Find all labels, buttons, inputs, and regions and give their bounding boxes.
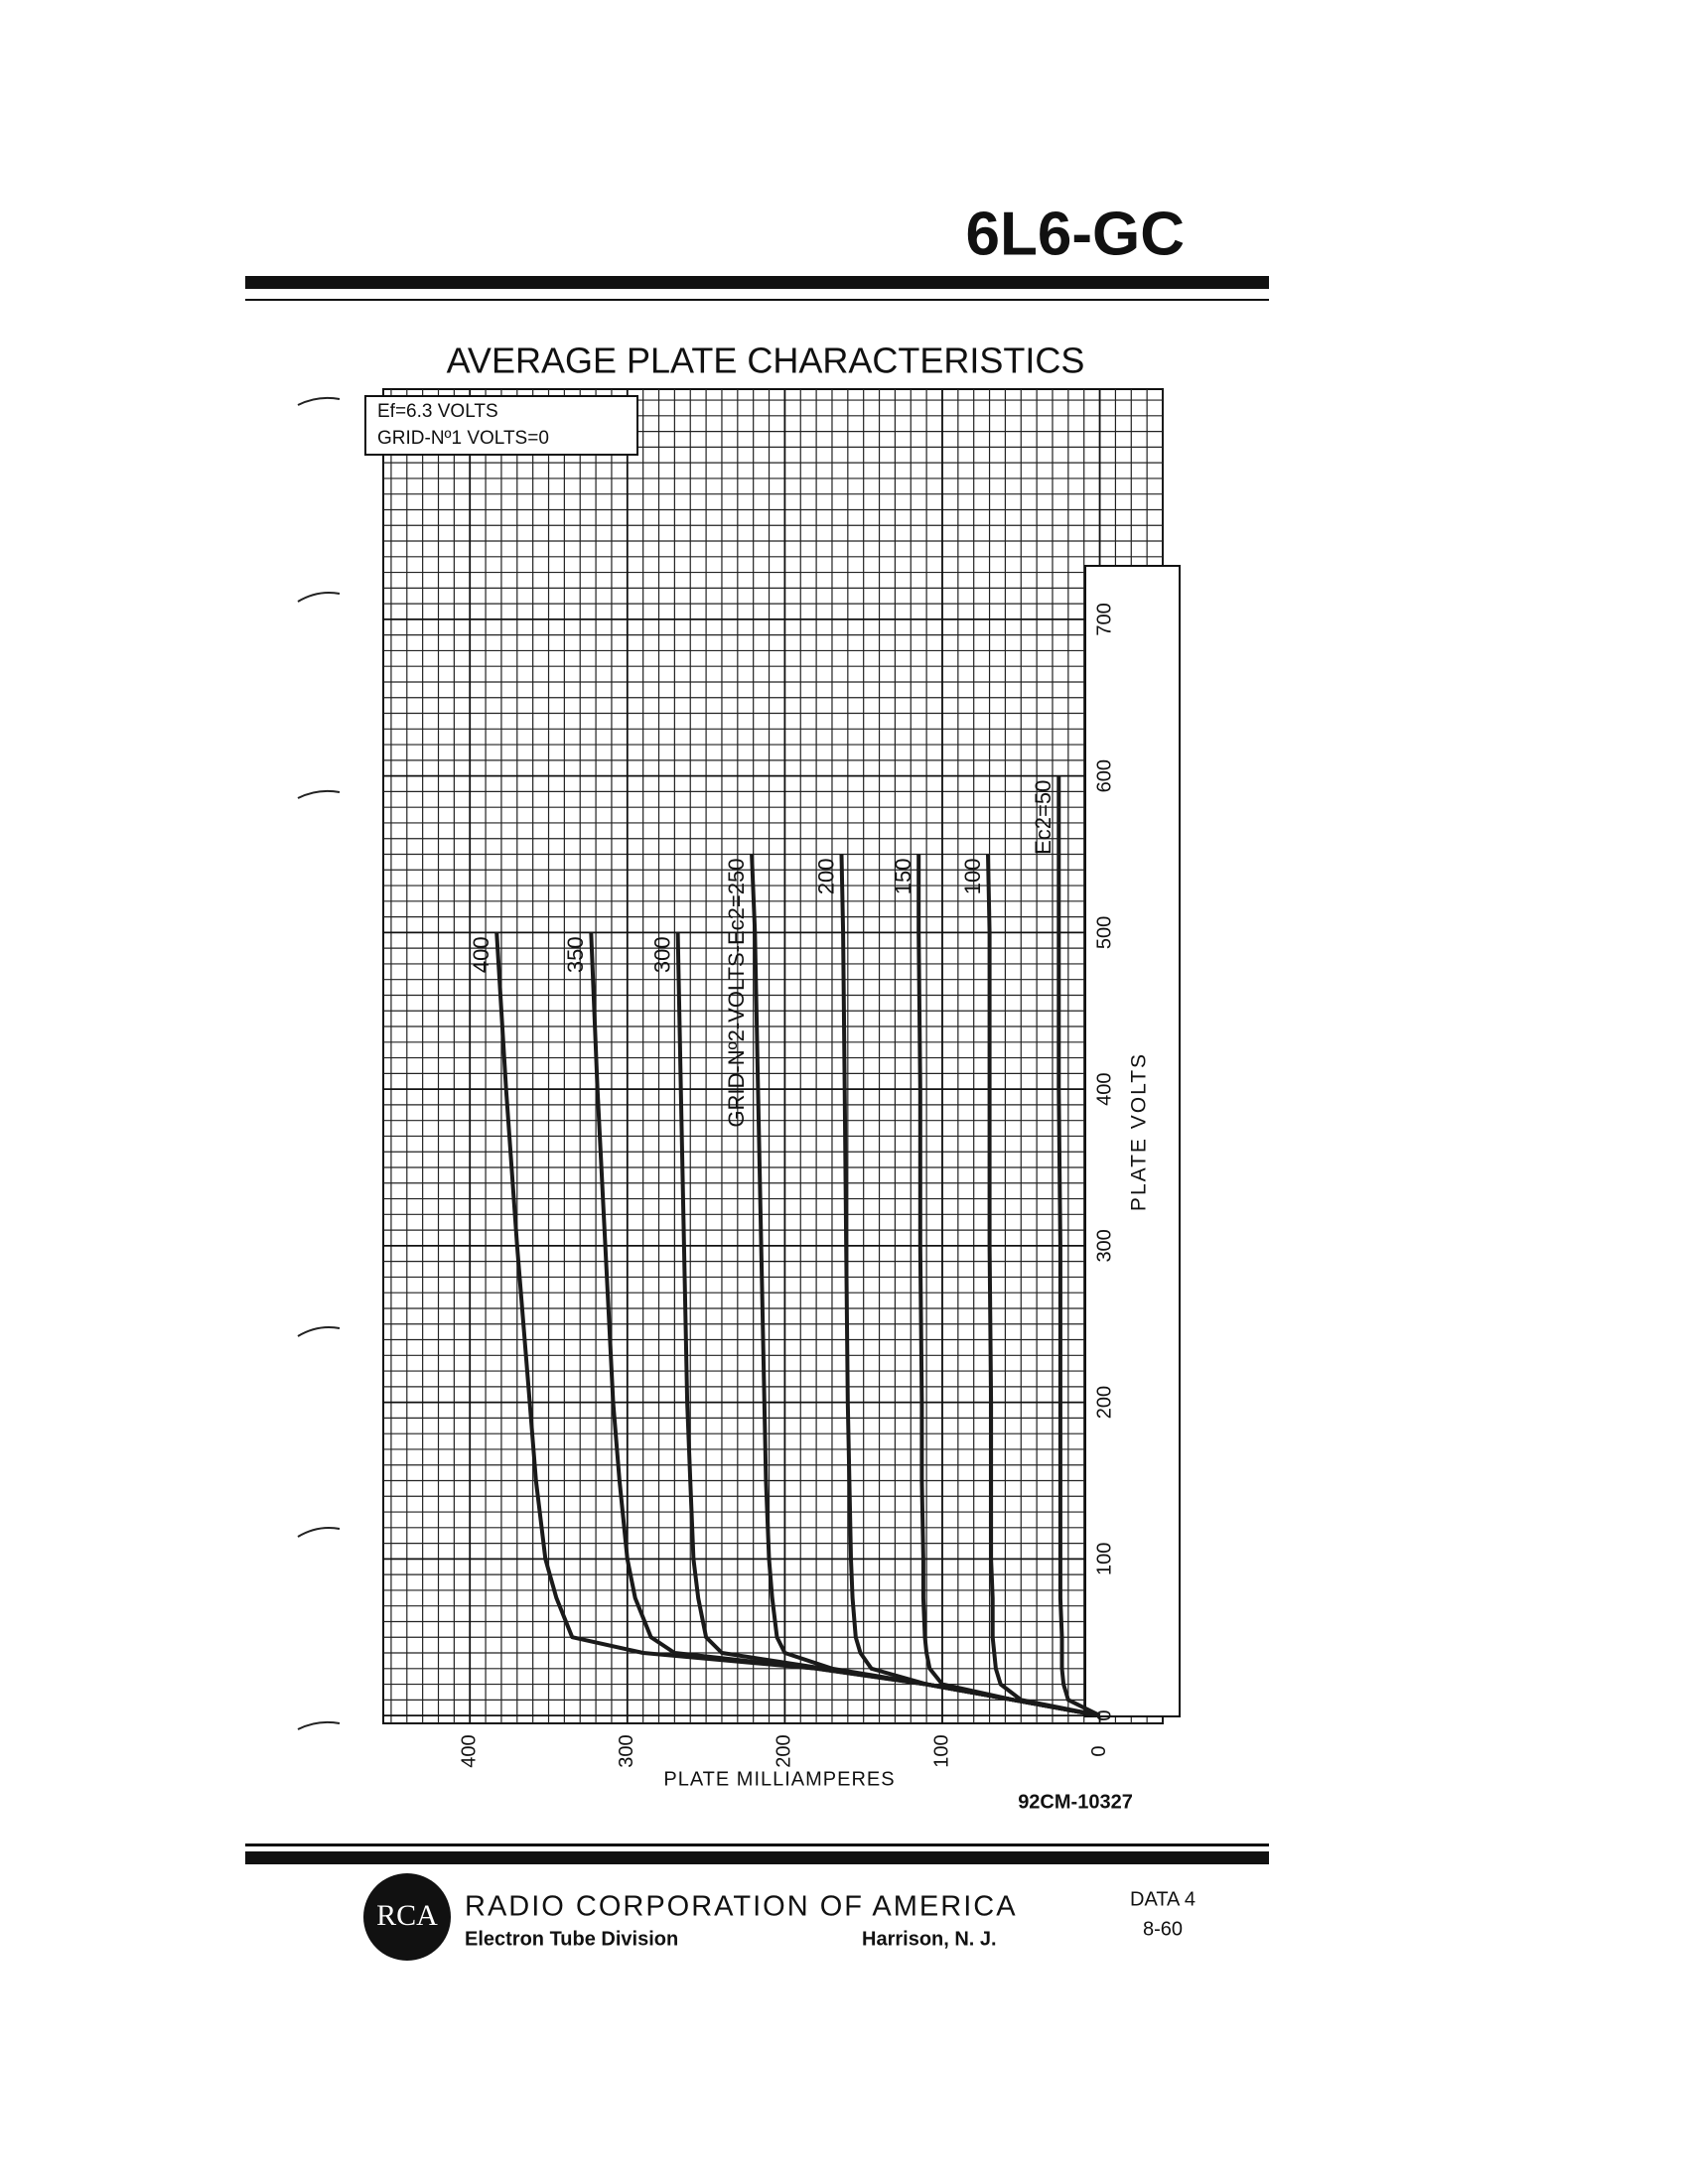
footer-thin-rule — [245, 1843, 1269, 1846]
x-tick-label: 0 — [1093, 1710, 1115, 1721]
curve — [839, 854, 1100, 1718]
division: Electron Tube Division — [465, 1928, 678, 1950]
series-label: 300 — [649, 936, 674, 973]
series-label: 100 — [960, 859, 985, 895]
binder-mark — [297, 1720, 341, 1730]
x-tick-label: 100 — [1093, 1543, 1115, 1575]
series-label: 150 — [891, 859, 915, 895]
y-tick-label: 200 — [774, 1734, 795, 1767]
date: 8-60 — [1143, 1918, 1183, 1940]
series-label: GRID-Nº2-VOLTS-Ec2=250 — [724, 859, 749, 1128]
y-tick-label: 100 — [930, 1734, 952, 1767]
drawing-number: 92CM-10327 — [1018, 1791, 1133, 1813]
x-tick-label: 600 — [1093, 759, 1115, 792]
x-tick-label: 500 — [1093, 916, 1115, 949]
binder-mark — [297, 396, 341, 406]
x-tick-label: 700 — [1093, 603, 1115, 635]
header-rule — [245, 276, 1269, 289]
axis-label-panel — [1084, 565, 1181, 1717]
logo-text: RCA — [376, 1899, 438, 1932]
binder-mark — [297, 592, 341, 603]
series-label: 400 — [469, 936, 493, 973]
curve — [1056, 775, 1101, 1717]
curve — [986, 854, 1100, 1718]
y-tick-label: 400 — [459, 1734, 481, 1767]
y-tick-label: 300 — [616, 1734, 637, 1767]
model-title: 6L6-GC — [966, 200, 1185, 268]
logo — [363, 1873, 451, 1961]
series-label: 200 — [813, 859, 838, 895]
location: Harrison, N. J. — [862, 1928, 997, 1950]
x-tick-label: 300 — [1093, 1229, 1115, 1262]
footer-rule — [245, 1851, 1269, 1864]
x-axis-label: PLATE VOLTS — [1128, 1052, 1151, 1211]
chart-title: AVERAGE PLATE CHARACTERISTICS — [447, 341, 1085, 381]
y-axis-label: PLATE MILLIAMPERES — [663, 1768, 895, 1790]
y-tick-label: 0 — [1088, 1745, 1110, 1756]
binder-mark — [297, 789, 341, 799]
condition: GRID-Nº1 VOLTS=0 — [377, 428, 549, 449]
data-sheet-number: DATA 4 — [1130, 1888, 1196, 1910]
company-name: RADIO CORPORATION OF AMERICA — [465, 1891, 1018, 1923]
chart: Ef=6.3 VOLTS GRID-Nº1 VOLTS=0 0 100 200 300 40… — [364, 388, 1181, 1790]
binder-marks — [297, 396, 341, 1730]
series-label: Ec2=50 — [1031, 780, 1055, 855]
binder-mark — [297, 1527, 341, 1538]
conditions-box — [364, 395, 638, 456]
x-tick-label: 200 — [1093, 1386, 1115, 1419]
condition: Ef=6.3 VOLTS — [377, 401, 498, 422]
binder-mark — [297, 1326, 341, 1337]
series-label: 350 — [563, 936, 588, 973]
x-tick-label: 400 — [1093, 1072, 1115, 1105]
plot-area — [382, 388, 1164, 1724]
header-thin-rule — [245, 299, 1269, 301]
curve — [916, 854, 1100, 1718]
